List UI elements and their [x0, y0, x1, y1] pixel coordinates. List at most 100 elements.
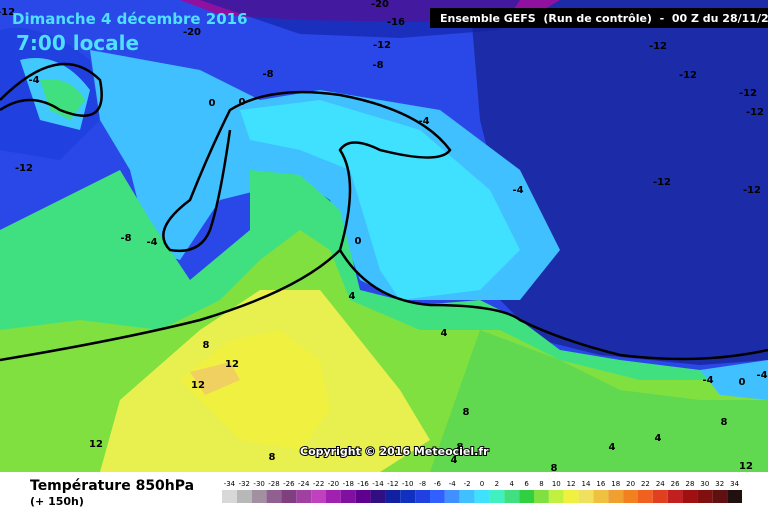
contour-label: -4 [702, 375, 713, 386]
legend-label: 26 [671, 480, 680, 488]
contour-label: -12 [373, 40, 391, 51]
legend-swatch [370, 490, 386, 503]
contour-label: 8 [203, 340, 210, 351]
legend-swatch [623, 490, 638, 503]
legend-swatch [326, 490, 341, 503]
legend-label: 12 [567, 480, 576, 488]
contour-label: 8 [457, 442, 464, 453]
legend-swatch [236, 490, 252, 503]
contour-label: -4 [418, 116, 429, 127]
legend-label: 8 [539, 480, 543, 488]
zero-isotherm [0, 62, 768, 362]
legend-swatch [638, 490, 653, 503]
legend-label: -22 [313, 480, 324, 488]
legend-swatch [712, 490, 728, 503]
legend-label: -20 [328, 480, 339, 488]
contour-label: -12 [0, 7, 15, 18]
contour-label: -12 [746, 107, 764, 118]
legend-swatch [400, 490, 416, 503]
legend-label: -4 [449, 480, 457, 488]
legend-label: -2 [464, 480, 471, 488]
legend-label: 16 [596, 480, 605, 488]
legend-swatch [652, 490, 668, 503]
legend-label: 34 [730, 480, 739, 488]
legend-swatch [727, 490, 742, 503]
contour-label: 4 [609, 442, 616, 453]
contour-label: 4 [441, 328, 448, 339]
contour-label: -12 [739, 88, 757, 99]
contour-label: -12 [649, 41, 667, 52]
contour-label: -4 [512, 185, 523, 196]
legend-swatch [504, 490, 520, 503]
copyright: Copyright © 2016 Meteociel.fr [300, 445, 489, 458]
contour-label: 0 [739, 377, 746, 388]
legend-label: -6 [434, 480, 442, 488]
legend-label: -30 [253, 480, 264, 488]
legend-label: 2 [495, 480, 499, 488]
legend-label: -10 [402, 480, 413, 488]
legend-swatch [430, 490, 445, 503]
run-info: Ensemble GEFS (Run de contrôle) - 00 Z d… [440, 12, 768, 25]
legend-label: -32 [239, 480, 250, 488]
contour-label: -12 [679, 70, 697, 81]
legend-swatch [519, 490, 534, 503]
legend-swatch [608, 490, 624, 503]
legend-label: 18 [611, 480, 620, 488]
footer-title: Température 850hPa [30, 478, 194, 494]
legend-swatch [563, 490, 579, 503]
legend-label: 22 [641, 480, 650, 488]
legend-swatch [251, 490, 267, 503]
legend-label: 20 [626, 480, 635, 488]
legend-label: -12 [387, 480, 398, 488]
color-legend: -34 -32 -30 -28 -26 -24 -22 -20 -18 -16 -14 -12 -10-… [222, 480, 742, 503]
legend-label: -28 [268, 480, 279, 488]
legend-label: 30 [700, 480, 709, 488]
contour-label: -8 [120, 233, 131, 244]
legend-label: -24 [298, 480, 310, 488]
legend-swatch [578, 490, 594, 503]
legend-label: -26 [283, 480, 295, 488]
contour-label: 8 [721, 417, 728, 428]
contour-label: 12 [89, 439, 103, 450]
legend-swatch [697, 490, 713, 503]
legend-swatch [415, 490, 430, 503]
date-title: Dimanche 4 décembre 2016 [12, 10, 248, 28]
contour-label: -16 [387, 17, 405, 28]
legend-swatch [281, 490, 297, 503]
legend-swatch [385, 490, 401, 503]
legend-label: 4 [509, 480, 514, 488]
contour-label: -4 [28, 75, 39, 86]
legend-swatch [593, 490, 609, 503]
legend-label: -18 [343, 480, 354, 488]
contour-label: 12 [225, 359, 239, 370]
legend-swatch [222, 490, 237, 503]
legend-swatch [534, 490, 549, 503]
contour-label: 0 [209, 98, 216, 109]
contour-label: -20 [183, 27, 201, 38]
legend-swatch [474, 490, 490, 503]
footer-lead: (+ 150h) [30, 495, 84, 508]
contour-label: 4 [655, 433, 662, 444]
contour-label: -20 [371, 0, 389, 10]
contour-label: -8 [262, 69, 273, 80]
legend-label: -8 [419, 480, 426, 488]
legend-swatch [311, 490, 326, 503]
legend-swatch [340, 490, 356, 503]
legend-label: 32 [715, 480, 724, 488]
contour-label: 4 [451, 455, 458, 466]
contour-label: 8 [269, 452, 276, 463]
contour-labels: -12 -20 -16 -20 -12 -8 -12 -12 -12 -12 -8 -4 0 0 -4 -4 -… [0, 0, 768, 474]
contour-label: 12 [739, 461, 753, 472]
legend-label: 0 [480, 480, 484, 488]
legend-label: 10 [552, 480, 561, 488]
legend-swatch [667, 490, 683, 503]
legend-label: -34 [224, 480, 236, 488]
legend-swatch [548, 490, 564, 503]
contour-label: 0 [239, 97, 246, 108]
legend-swatch [296, 490, 312, 503]
legend-swatch [459, 490, 475, 503]
legend-swatch [266, 490, 282, 503]
time-title: 7:00 locale [16, 31, 139, 55]
contour-label: 8 [463, 407, 470, 418]
